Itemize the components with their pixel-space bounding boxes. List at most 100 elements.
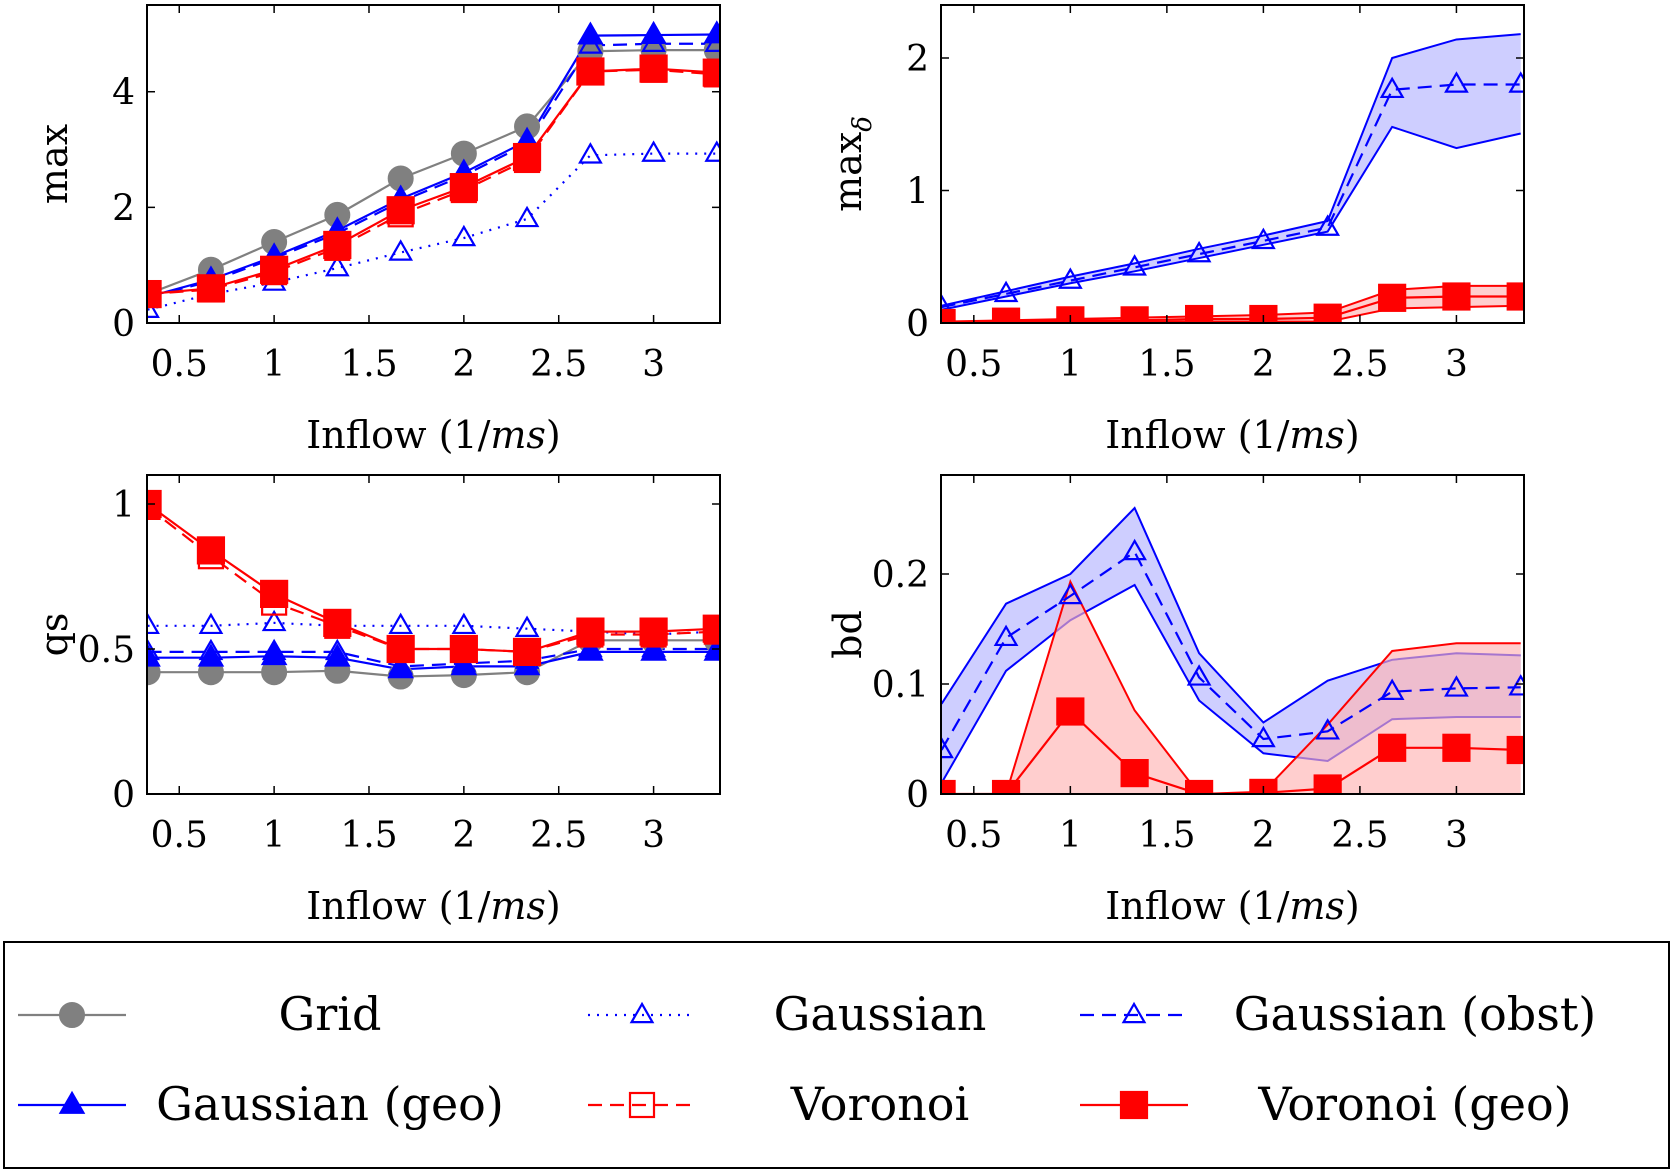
y-axis-label: max	[32, 124, 76, 204]
series-line-gaussian-geo	[147, 33, 717, 299]
y-tick-label: 0	[112, 304, 135, 345]
band-red-upper-line	[941, 284, 1521, 323]
point-gaussian-obst	[1251, 227, 1276, 250]
point-gaussian-geo	[450, 652, 478, 676]
point-voronoi-geo	[1120, 306, 1149, 323]
point-gaussian-geo	[577, 21, 604, 45]
point-voronoi-geo	[1185, 304, 1214, 323]
x-tick-label: 0.5	[945, 344, 1002, 385]
point-gaussian-obst	[1057, 267, 1083, 289]
point-gaussian-obst	[1315, 718, 1341, 740]
point-gaussian	[641, 140, 666, 162]
legend-item-voronoi: Voronoi	[588, 1077, 969, 1131]
point-gaussian-geo	[640, 637, 667, 661]
series-line-gaussian-geo	[147, 650, 717, 671]
point-voronoi-geo	[196, 536, 226, 565]
legend-item-gaussian: Gaussian	[588, 987, 986, 1041]
point-voronoi-geo	[991, 779, 1021, 794]
legend-marker	[58, 1090, 86, 1114]
plot-area	[941, 33, 1524, 323]
y-tick-label: 0	[906, 775, 929, 816]
point-voronoi-geo	[1442, 733, 1471, 762]
x-tick-label: 3	[1445, 815, 1468, 856]
x-tick-label: 1	[263, 815, 286, 856]
plot-frame	[940, 474, 1525, 795]
point-gaussian-obst	[1379, 76, 1405, 99]
x-tick-label: 1	[1059, 815, 1082, 856]
plot-frame	[146, 4, 721, 324]
legend-item-gaussian-obst: Gaussian (obst)	[1080, 987, 1596, 1041]
band-blue-upper-line	[941, 33, 1521, 307]
x-axis-label: Inflow (1/ms)	[1105, 884, 1360, 928]
x-tick-label: 3	[642, 344, 665, 385]
band-blue-lower-line	[941, 125, 1521, 311]
x-tick-label: 2	[452, 344, 475, 385]
point-gaussian-obst	[1315, 214, 1341, 236]
point-voronoi-geo	[639, 617, 668, 646]
point-voronoi-geo	[386, 196, 415, 225]
legend-label: Gaussian (obst)	[1234, 987, 1597, 1041]
y-axis-label-subscript: δ	[848, 116, 878, 132]
point-voronoi-geo	[991, 307, 1021, 323]
point-voronoi-geo	[196, 274, 226, 303]
point-gaussian-obst	[1186, 240, 1212, 263]
series-line-gaussian-obst	[147, 42, 717, 299]
point-voronoi-geo	[386, 634, 415, 664]
chart-max: 0.5 1 1.5 2 2.5 3 0 2 4 Inflow (1/ms) max	[32, 4, 721, 457]
y-tick-label: 1	[906, 172, 929, 213]
point-voronoi-geo	[323, 608, 352, 638]
legend-item-voronoi-geo: Voronoi (geo)	[1080, 1077, 1572, 1131]
plot-area	[147, 489, 720, 690]
x-tick-label: 2.5	[1331, 815, 1388, 856]
point-voronoi-geo	[1056, 697, 1085, 726]
chart-bd: 0.5 1 1.5 2 2.5 3 0 0.1 0.2 Inflow (1/ms) bd	[826, 474, 1525, 928]
point-gaussian-geo	[640, 20, 667, 44]
point-voronoi-geo	[576, 617, 605, 646]
chart-max-delta: 0.5 1 1.5 2 2.5 3 0 1 2 Inflow (1/ms) maxδ	[826, 4, 1525, 457]
series-line-grid	[147, 639, 717, 678]
x-tick-label: 2.5	[530, 344, 587, 385]
legend-marker	[1121, 1001, 1147, 1024]
legend-label: Voronoi (geo)	[1257, 1077, 1571, 1131]
y-tick-label: 0.1	[872, 665, 929, 706]
series-line-gaussian-obst	[147, 647, 717, 668]
point-voronoi-geo	[702, 614, 720, 643]
band-blue-area	[941, 34, 1521, 310]
point-gaussian	[704, 140, 720, 162]
series-line-gaussian	[147, 152, 717, 311]
point-gaussian	[388, 239, 414, 261]
x-tick-label: 1.5	[340, 344, 397, 385]
plot-frame	[940, 4, 1525, 324]
point-gaussian-geo	[577, 637, 604, 661]
point-voronoi-geo	[449, 634, 478, 664]
point-gaussian-obst	[1122, 254, 1147, 276]
y-tick-label: 0	[112, 775, 135, 816]
series-line-voronoi-geo	[147, 67, 717, 296]
point-gaussian-geo	[703, 20, 720, 44]
point-voronoi-geo	[260, 579, 289, 609]
point-voronoi-geo	[1185, 779, 1214, 794]
x-tick-label: 2	[1252, 344, 1275, 385]
point-gaussian	[514, 205, 540, 228]
point-voronoi-geo	[1313, 774, 1342, 794]
x-axis-label: Inflow (1/ms)	[1105, 413, 1360, 457]
series-line-voronoi	[147, 506, 717, 654]
x-tick-label: 2.5	[530, 815, 587, 856]
plot-frame	[146, 474, 721, 795]
y-tick-label: 1	[112, 485, 135, 526]
point-voronoi-geo	[512, 637, 542, 667]
x-tick-label: 3	[642, 815, 665, 856]
y-tick-label: 2	[112, 188, 135, 229]
point-voronoi-geo	[702, 58, 720, 87]
point-gaussian-obst	[1444, 675, 1469, 697]
legend-box	[3, 941, 1670, 1169]
x-tick-label: 1.5	[1138, 344, 1195, 385]
point-gaussian-obst	[993, 624, 1019, 647]
point-gaussian	[451, 224, 477, 247]
point-gaussian-obst	[1251, 725, 1276, 748]
plot-area	[147, 20, 720, 318]
point-voronoi-geo	[1249, 304, 1278, 323]
y-axis-label: bd	[826, 610, 870, 659]
point-gaussian-geo	[197, 643, 225, 667]
point-gaussian-geo	[260, 642, 288, 666]
